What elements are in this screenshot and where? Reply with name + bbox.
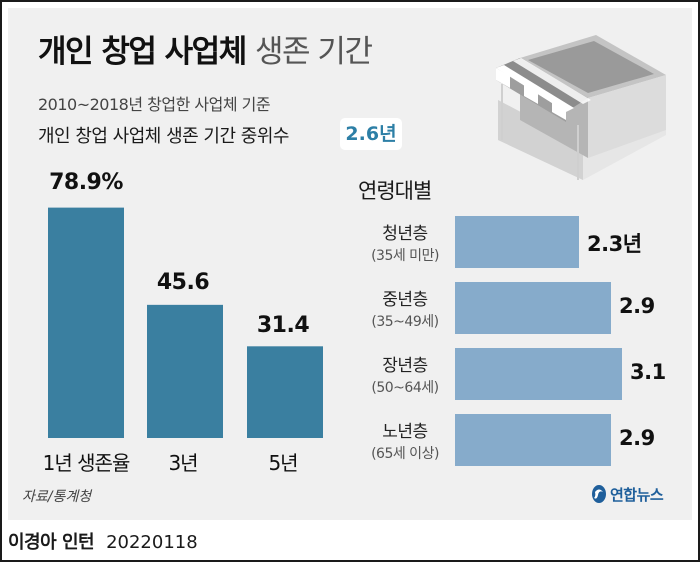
bar-value-label: 45.6 xyxy=(156,270,210,295)
age-range-label: (65세 이상) xyxy=(371,446,439,462)
title-light: 생존 기간 xyxy=(255,34,373,70)
yonhap-logo-icon xyxy=(592,485,606,503)
age-range-label: (50~64세) xyxy=(371,380,439,396)
title-bold: 개인 창업 사업체 xyxy=(38,34,247,70)
publish-date: 20220118 xyxy=(106,532,198,553)
age-chart-title: 연령대별 xyxy=(358,179,432,203)
survival-bar-chart xyxy=(48,207,323,438)
age-value-label: 2.9 xyxy=(619,294,655,318)
bar-category-label: 1년 생존율 xyxy=(42,451,131,475)
subtitle: 2010~2018년 창업한 사업체 기준 xyxy=(38,95,271,114)
author: 이경아 인턴 xyxy=(8,532,95,553)
bar-value-label: 78.9% xyxy=(49,170,123,195)
age-range-label: (35~49세) xyxy=(371,314,439,330)
age-group-label: 청년층 xyxy=(382,224,428,244)
page-title: 개인 창업 사업체 생존 기간 xyxy=(38,26,373,71)
credit-line: 이경아 인턴 20220118 xyxy=(8,528,198,554)
storefront-icon xyxy=(496,35,666,180)
age-bar xyxy=(455,216,579,268)
survival-bar xyxy=(48,207,124,438)
age-bar xyxy=(455,348,622,400)
age-value-label: 2.9 xyxy=(619,426,655,450)
bar-category-label: 5년 xyxy=(268,451,298,475)
bar-value-label: 31.4 xyxy=(256,313,310,338)
survival-bar xyxy=(147,304,223,438)
bar-category-label: 3년 xyxy=(168,451,198,475)
age-bar xyxy=(455,282,611,334)
agency-name: 연합뉴스 xyxy=(610,485,664,504)
median-value-badge: 2.6년 xyxy=(340,118,402,150)
age-group-label: 중년층 xyxy=(382,290,428,310)
age-value-label: 2.3년 xyxy=(587,232,642,256)
age-group-label: 노년층 xyxy=(382,422,428,442)
agency-logo: 연합뉴스 xyxy=(590,483,664,505)
age-range-label: (35세 미만) xyxy=(371,248,439,264)
age-value-label: 3.1 xyxy=(630,360,666,384)
median-label: 개인 창업 사업체 생존 기간 중위수 xyxy=(38,126,289,147)
age-bar xyxy=(455,414,611,466)
source-note: 자료/통계청 xyxy=(22,489,92,505)
age-group-label: 장년층 xyxy=(382,356,428,376)
survival-bar xyxy=(247,346,323,438)
